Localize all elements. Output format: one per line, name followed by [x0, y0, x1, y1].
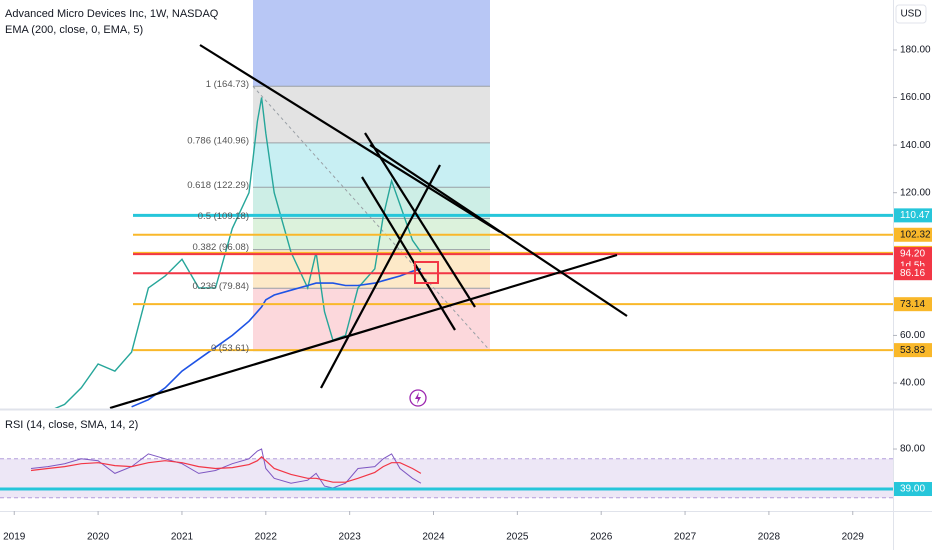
trendline: [369, 144, 628, 317]
level-box: [894, 482, 932, 497]
trendline: [364, 132, 476, 308]
fib-label: 1 (164.73): [206, 79, 249, 90]
trendline: [109, 253, 618, 410]
indicator-label: EMA (200, close, 0, EMA, 5): [5, 24, 143, 36]
y-tick-label: 140.00: [900, 140, 931, 151]
series-line: [131, 268, 422, 408]
y-tick-label: 80.00: [900, 444, 925, 455]
rsi-band: [0, 458, 893, 498]
level-label: 110.47: [900, 210, 930, 221]
fib-zone: [253, 86, 490, 143]
x-tick-label: 2022: [255, 532, 278, 543]
fib-extension: [253, 0, 490, 87]
highlight-box: [414, 261, 439, 284]
lightning-icon[interactable]: [409, 389, 427, 407]
x-tick-label: 2019: [3, 532, 26, 543]
trendline: [199, 44, 501, 233]
x-tick-label: 2028: [758, 532, 781, 543]
level-label: 94.20: [900, 249, 925, 260]
fib-label: 0.618 (122.29): [187, 180, 249, 191]
level-label: 86.16: [900, 268, 925, 279]
level-box: [894, 343, 932, 358]
y-tick-label: 60.00: [900, 330, 925, 341]
fib-zone: [253, 249, 490, 289]
y-tick-label: 160.00: [900, 92, 931, 103]
fib-label: 0.5 (109.18): [198, 211, 249, 222]
currency-box[interactable]: [895, 4, 927, 24]
level-box: [894, 208, 932, 223]
fib-zone: [253, 288, 490, 351]
y-tick-label: 40.00: [900, 378, 925, 389]
trendline: [320, 164, 441, 389]
level-label: 39.00: [900, 484, 925, 495]
price-layer: [54, 97, 893, 408]
fib-trend: [252, 85, 491, 351]
y-tick-label: 120.00: [900, 187, 931, 198]
y-tick-label: 180.00: [900, 45, 931, 56]
series-line: [54, 97, 422, 408]
level-label: 102.32: [900, 229, 931, 240]
series-line: [30, 455, 422, 483]
fib-label: 0.786 (140.96): [187, 135, 249, 146]
x-tick-label: 2023: [339, 532, 362, 543]
series-line: [30, 448, 422, 489]
fib-layer: [252, 0, 491, 352]
x-tick-label: 2024: [422, 532, 445, 543]
fib-zone: [253, 142, 490, 188]
level-box: [894, 266, 932, 281]
chart-title: Advanced Micro Devices Inc, 1W, NASDAQ: [5, 8, 219, 20]
fib-label: 0 (53.61): [211, 343, 249, 354]
x-tick-label: 2029: [842, 532, 865, 543]
rsi-label: RSI (14, close, SMA, 14, 2): [5, 419, 138, 431]
overlay: 2019 2020 2021 2022 2023 2024 2025 2026 2027 2028…: [3, 45, 932, 543]
level-box: [894, 227, 932, 242]
fib-label: 0.236 (79.84): [192, 281, 249, 292]
trendlines: [109, 44, 628, 410]
level-box: [894, 297, 932, 312]
x-tick-label: 2027: [674, 532, 697, 543]
level-label: 73.14: [900, 299, 925, 310]
rsi-layer: [0, 448, 893, 499]
x-tick-label: 2020: [87, 532, 110, 543]
trendline: [361, 176, 456, 331]
fib-label: 0.382 (96.08): [192, 242, 249, 253]
x-tick-label: 2021: [171, 532, 194, 543]
currency: USD: [900, 9, 921, 20]
level-label: 53.83: [900, 345, 925, 356]
x-tick-label: 2026: [590, 532, 613, 543]
x-tick-label: 2025: [506, 532, 529, 543]
